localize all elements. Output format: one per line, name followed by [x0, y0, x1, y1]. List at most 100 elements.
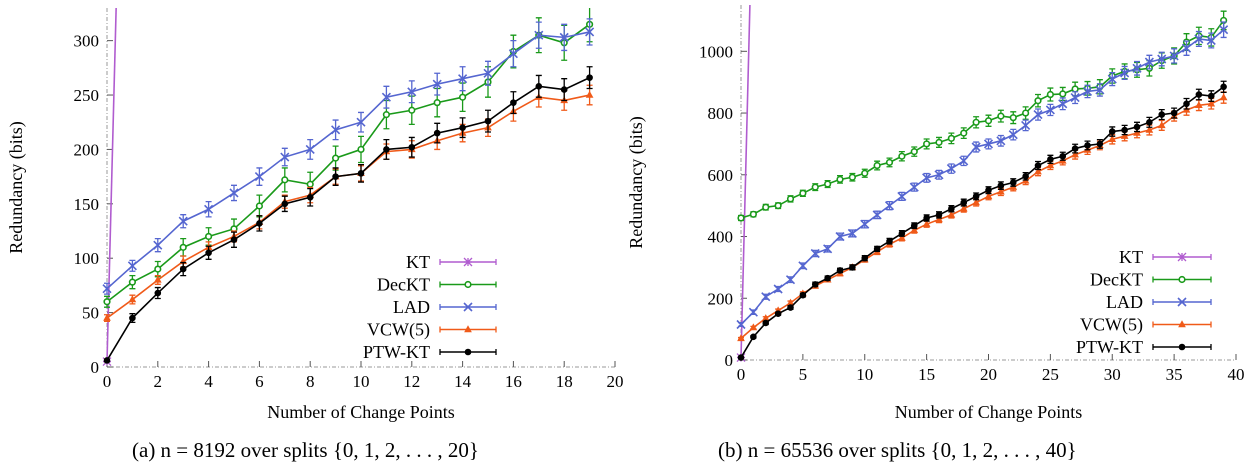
data-point — [773, 284, 783, 294]
data-point — [1022, 109, 1030, 117]
plot-area — [736, 5, 1229, 362]
x-axis-label: Number of Change Points — [895, 402, 1082, 422]
series-line — [740, 5, 751, 358]
data-point — [382, 111, 391, 119]
data-point — [408, 143, 416, 151]
series-line — [740, 86, 1225, 358]
data-point — [972, 118, 980, 126]
data-point — [922, 173, 932, 183]
x-tick-label: 20 — [980, 365, 997, 384]
legend-marker — [1178, 343, 1186, 351]
data-point — [898, 233, 906, 241]
data-point — [1071, 145, 1079, 152]
data-point — [960, 129, 968, 137]
series-line — [106, 76, 590, 361]
data-point — [1133, 128, 1141, 136]
data-point — [1144, 57, 1154, 67]
series-ptw-kt — [103, 66, 593, 364]
legend-cap — [439, 349, 497, 355]
data-point — [433, 129, 441, 137]
x-tick-label: 30 — [1104, 365, 1121, 384]
y-axis-label: Redundancy (bits) — [6, 121, 27, 253]
data-point — [798, 261, 808, 271]
data-point — [799, 291, 807, 299]
data-point — [1047, 156, 1054, 163]
data-point — [281, 200, 289, 208]
data-point — [153, 275, 162, 283]
data-point — [1058, 99, 1068, 109]
data-point — [1133, 123, 1141, 131]
data-point — [1009, 179, 1017, 186]
data-point — [281, 176, 289, 184]
data-point — [381, 92, 391, 102]
x-tick-label: 12 — [403, 372, 420, 391]
data-point — [102, 284, 112, 294]
data-point — [824, 180, 832, 188]
data-point — [959, 156, 969, 166]
data-point — [332, 154, 340, 162]
data-point — [535, 83, 543, 90]
caption-a: (a) n = 8192 over splits {0, 1, 2, . . .… — [132, 438, 479, 462]
data-point — [848, 173, 856, 181]
data-point — [948, 205, 955, 213]
x-tick-label: 0 — [737, 365, 746, 384]
legend-marker — [1178, 275, 1186, 284]
y-tick-label: 200 — [708, 289, 734, 308]
data-point — [306, 180, 314, 188]
data-point — [946, 164, 956, 174]
data-point — [984, 192, 993, 200]
x-tick-label: 35 — [1166, 365, 1183, 384]
data-point — [534, 30, 544, 40]
plot-area — [102, 8, 595, 367]
data-point — [585, 90, 594, 98]
data-point — [836, 267, 844, 274]
data-point — [205, 232, 213, 241]
chart-panel-b: 0 200 400 600 800 1000 0 5 10 15 20 25 30 35 40 Number … — [626, 5, 1245, 422]
data-point — [935, 211, 943, 219]
data-point — [129, 314, 136, 322]
data-point — [1021, 120, 1031, 130]
legend-marker — [464, 348, 472, 356]
legend-label: LAD — [1106, 292, 1143, 312]
data-point — [1034, 162, 1042, 169]
series-line — [106, 94, 590, 319]
x-tick-label: 10 — [353, 372, 370, 391]
data-point — [785, 275, 796, 285]
data-point — [885, 158, 894, 167]
data-point — [154, 265, 162, 273]
data-point — [996, 136, 1006, 146]
data-point — [774, 202, 782, 210]
legend-cap — [439, 304, 497, 310]
data-point — [356, 117, 366, 127]
data-point — [1170, 109, 1178, 117]
x-tick-label: 10 — [856, 365, 873, 384]
data-point — [737, 334, 745, 342]
data-point — [860, 219, 870, 229]
series-ptw-kt — [737, 80, 1227, 361]
data-point — [898, 152, 906, 160]
series-line — [740, 29, 1225, 326]
legend-cap — [439, 326, 497, 333]
series-line — [740, 96, 1224, 339]
data-point — [254, 172, 264, 182]
series-vcw-5- — [103, 84, 594, 322]
data-point — [810, 248, 820, 259]
legend-label: KT — [1119, 247, 1143, 267]
data-point — [971, 142, 981, 152]
legend-marker — [1177, 297, 1187, 307]
data-point — [1096, 140, 1104, 148]
data-point — [205, 249, 212, 257]
data-point — [179, 243, 187, 251]
legend-cap — [1152, 321, 1212, 328]
data-point — [984, 117, 993, 125]
series-deckt — [103, 8, 594, 308]
data-point — [408, 106, 416, 114]
data-point — [1158, 111, 1166, 118]
data-point — [774, 310, 782, 317]
data-point — [1169, 51, 1179, 61]
data-point — [847, 228, 857, 239]
data-point — [256, 220, 263, 227]
